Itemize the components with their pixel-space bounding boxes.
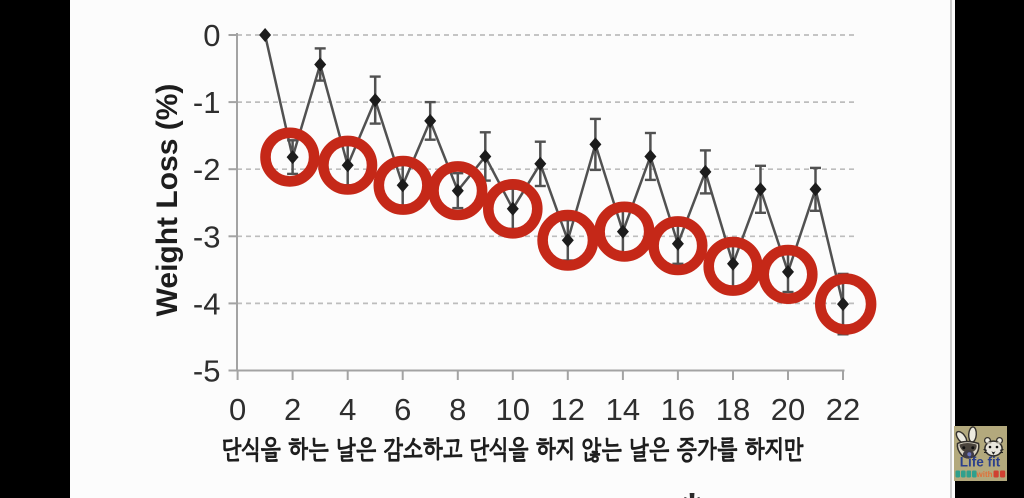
svg-text:6: 6 bbox=[394, 392, 411, 427]
svg-text:Life fit: Life fit bbox=[960, 455, 1001, 470]
svg-text:with: with bbox=[976, 470, 993, 479]
svg-text:20: 20 bbox=[771, 392, 805, 427]
svg-text:-5: -5 bbox=[193, 354, 221, 389]
svg-text:-1: -1 bbox=[193, 85, 221, 120]
svg-text:12: 12 bbox=[551, 392, 585, 427]
svg-text:10: 10 bbox=[496, 392, 530, 427]
svg-text:8: 8 bbox=[449, 392, 466, 427]
svg-text:2: 2 bbox=[284, 392, 301, 427]
svg-text:Weight Loss (%): Weight Loss (%) bbox=[151, 84, 184, 317]
svg-text:22: 22 bbox=[826, 392, 860, 427]
svg-text:-2: -2 bbox=[193, 152, 221, 187]
svg-text:0: 0 bbox=[203, 18, 220, 53]
svg-text:4: 4 bbox=[339, 392, 356, 427]
svg-text:*: * bbox=[683, 483, 701, 498]
svg-text:-4: -4 bbox=[193, 286, 221, 321]
svg-text:16: 16 bbox=[661, 392, 695, 427]
svg-text:-3: -3 bbox=[193, 219, 221, 254]
svg-text:18: 18 bbox=[716, 392, 750, 427]
svg-text:0: 0 bbox=[229, 392, 246, 427]
svg-text:14: 14 bbox=[606, 392, 640, 427]
